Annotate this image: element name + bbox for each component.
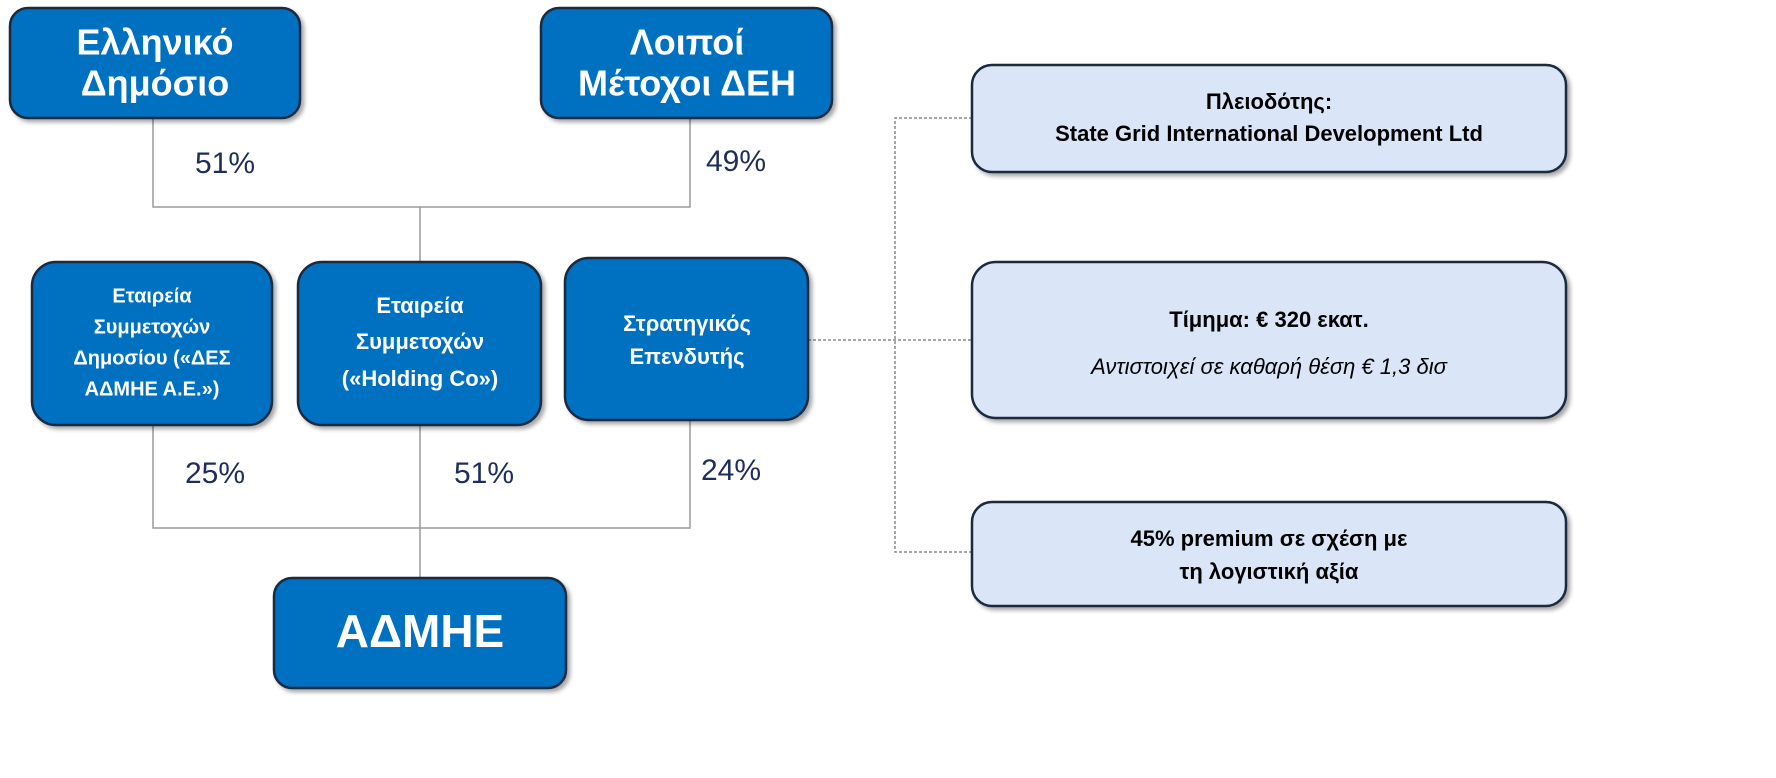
info-text: State Grid International Development Ltd	[1055, 121, 1483, 146]
info-text: τη λογιστική αξία	[1180, 559, 1359, 584]
node-box	[272, 576, 568, 690]
node-box	[30, 260, 274, 427]
dashed-connector	[894, 117, 972, 553]
node-label: Επενδυτής	[629, 344, 744, 369]
node-label: ΑΔΜΗΕ Α.Ε.»)	[85, 378, 220, 400]
node-label: Συμμετοχών	[356, 329, 484, 354]
node-label: Μέτοχοι ΔΕΗ	[578, 63, 796, 104]
node-label: Λοιποί	[630, 22, 745, 63]
node-label: Εταιρεία	[376, 293, 464, 318]
connector	[152, 420, 691, 529]
info-text: Αντιστοιχεί σε καθαρή θέση € 1,3 δισ	[1089, 354, 1447, 379]
edge-label: 51%	[195, 147, 255, 180]
info-text: Πλειοδότης:	[1206, 89, 1332, 114]
connector	[152, 118, 691, 208]
connectors	[152, 117, 972, 578]
node-box	[296, 260, 543, 427]
edge-label: 24%	[701, 454, 761, 487]
edge-label: 49%	[706, 145, 766, 178]
node-label: Ελληνικό	[77, 22, 234, 63]
node-label: Στρατηγικός	[623, 311, 751, 336]
node-box	[539, 6, 834, 120]
node-label: («Holding Co»)	[342, 366, 498, 391]
info-box	[970, 63, 1568, 174]
info-text: 45% premium σε σχέση με	[1131, 526, 1408, 551]
node-label: ΑΔΜΗΕ	[336, 605, 505, 657]
info-text: Τίμημα: € 320 εκατ.	[1169, 307, 1368, 332]
info-box	[970, 500, 1568, 608]
node-label: Δημόσιο	[81, 63, 230, 104]
node-label: Συμμετοχών	[94, 316, 211, 338]
node-label: Εταιρεία	[112, 285, 192, 307]
node-box	[8, 6, 302, 120]
edge-label: 25%	[185, 457, 245, 490]
node-label: Δημοσίου («ΔΕΣ	[73, 347, 230, 369]
node-box	[563, 256, 810, 422]
info-box	[970, 260, 1568, 420]
edge-label: 51%	[454, 457, 514, 490]
